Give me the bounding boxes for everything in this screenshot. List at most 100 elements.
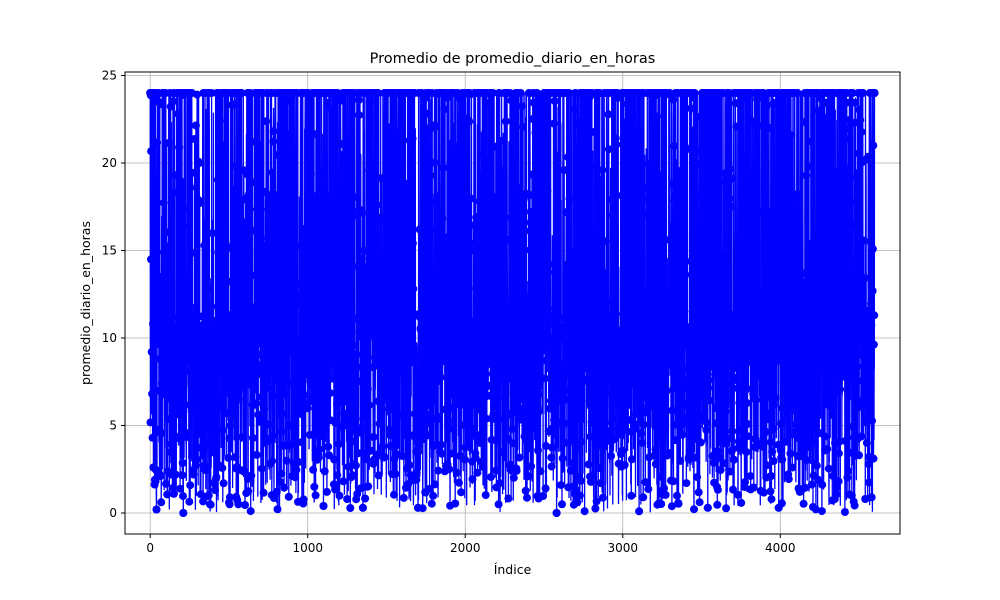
data-point	[451, 400, 460, 409]
data-point	[415, 400, 424, 408]
data-point	[861, 495, 870, 503]
data-point	[392, 134, 401, 143]
data-point	[336, 96, 345, 105]
data-point	[867, 299, 875, 308]
data-point	[675, 359, 684, 368]
data-point	[235, 240, 244, 248]
data-point	[366, 446, 375, 455]
data-point	[644, 485, 653, 494]
data-point	[529, 424, 538, 433]
data-point	[371, 311, 380, 320]
data-point	[805, 351, 814, 360]
data-point	[618, 446, 627, 455]
data-point	[702, 418, 711, 427]
data-point	[544, 268, 553, 277]
data-point	[683, 376, 692, 385]
data-point	[464, 338, 473, 346]
data-point	[375, 419, 384, 428]
data-point	[640, 184, 649, 193]
data-point	[375, 324, 384, 333]
data-point	[869, 141, 878, 150]
data-point	[664, 449, 673, 457]
data-point	[695, 346, 703, 355]
data-point	[540, 146, 549, 155]
data-point	[848, 221, 857, 230]
data-point	[307, 318, 316, 327]
data-point	[263, 332, 272, 341]
data-point	[535, 390, 544, 399]
data-point	[589, 396, 598, 405]
data-point	[526, 218, 535, 227]
data-point	[454, 478, 463, 487]
data-point	[705, 396, 714, 405]
data-point	[190, 340, 199, 349]
data-point	[442, 261, 451, 270]
data-point	[407, 274, 416, 283]
data-point	[581, 364, 590, 373]
data-point	[186, 183, 195, 192]
data-point	[486, 473, 495, 482]
y-axis-label: promedio_diario_en_horas	[78, 221, 93, 385]
data-point	[349, 341, 358, 350]
data-point	[584, 460, 593, 469]
data-point	[425, 484, 434, 493]
chart-title: Promedio de promedio_diario_en_horas	[370, 51, 656, 67]
data-point	[628, 340, 637, 349]
data-point	[649, 359, 657, 368]
data-point	[827, 275, 836, 284]
data-point	[684, 383, 693, 392]
data-point	[623, 100, 632, 109]
data-point	[681, 270, 690, 279]
data-point	[318, 293, 327, 302]
data-point	[485, 311, 494, 319]
data-point	[360, 411, 369, 420]
data-point	[237, 433, 246, 441]
data-point	[493, 311, 502, 320]
data-point	[774, 503, 783, 512]
data-point	[170, 333, 179, 342]
y-tick-label: 10	[102, 331, 117, 345]
data-point	[864, 460, 873, 469]
data-point	[438, 310, 447, 319]
data-point	[478, 462, 487, 471]
data-point	[561, 385, 570, 394]
data-point	[606, 377, 615, 386]
data-point	[279, 347, 288, 356]
data-point	[282, 456, 291, 465]
x-tick-label: 2000	[450, 541, 481, 555]
data-point	[156, 472, 165, 481]
data-point	[681, 146, 690, 154]
data-point	[592, 497, 601, 506]
data-point	[480, 336, 489, 345]
data-point	[716, 466, 725, 474]
data-point	[212, 473, 221, 482]
data-point	[765, 372, 774, 381]
data-point	[801, 382, 810, 391]
data-point	[596, 403, 605, 412]
data-point	[273, 317, 282, 326]
data-point	[235, 395, 243, 404]
data-point	[574, 249, 583, 258]
data-point	[211, 486, 220, 495]
data-point	[368, 269, 377, 277]
data-point	[322, 487, 331, 496]
data-point	[153, 138, 162, 147]
data-point	[496, 137, 505, 145]
data-point	[526, 246, 535, 255]
data-point	[433, 412, 442, 421]
data-point	[308, 394, 317, 403]
data-point	[670, 327, 679, 336]
data-point	[417, 311, 426, 320]
data-point	[765, 409, 774, 418]
data-point	[863, 307, 872, 316]
data-point	[516, 89, 525, 97]
data-point	[584, 337, 593, 346]
data-point	[247, 355, 255, 364]
data-point	[676, 456, 685, 465]
data-point	[204, 301, 213, 309]
data-point	[318, 311, 327, 320]
data-point	[343, 306, 352, 315]
data-point	[295, 242, 304, 251]
data-point	[468, 426, 477, 435]
data-point	[533, 89, 542, 97]
